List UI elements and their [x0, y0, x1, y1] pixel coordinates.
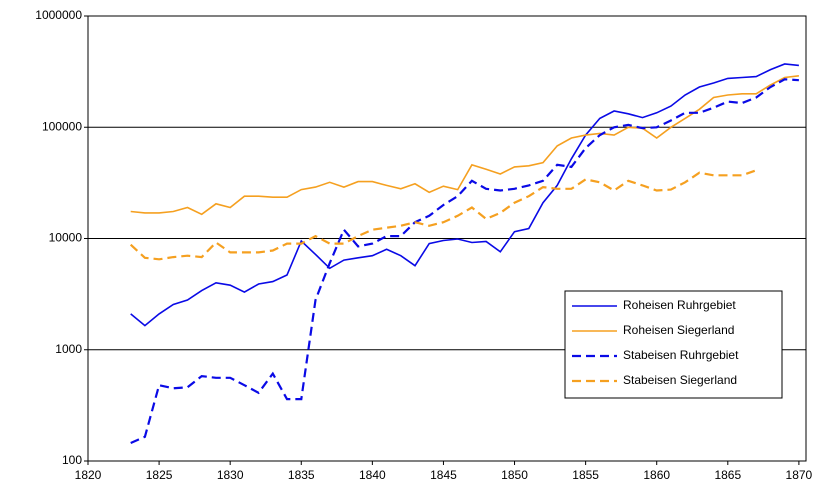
- series-line: [130, 75, 799, 216]
- x-tick-label: 1865: [714, 468, 741, 482]
- y-tick-label: 10000: [49, 231, 83, 245]
- x-tick-label: 1845: [430, 468, 457, 482]
- legend-label: Stabeisen Ruhrgebiet: [623, 348, 739, 362]
- y-tick-label: 100: [62, 453, 82, 467]
- plot-frame: [87, 15, 807, 462]
- y-tick-label: 1000: [55, 342, 82, 356]
- legend: Roheisen Ruhrgebiet Roheisen Siegerland St…: [564, 290, 783, 399]
- x-tick-label: 1835: [288, 468, 315, 482]
- series-line: [130, 63, 799, 327]
- x-tick-label: 1850: [501, 468, 528, 482]
- x-tick-label: 1820: [75, 468, 102, 482]
- x-tick-label: 1855: [572, 468, 599, 482]
- y-tick-label: 1000000: [35, 8, 82, 22]
- series-line: [130, 78, 799, 445]
- x-tick-label: 1830: [217, 468, 244, 482]
- legend-label: Roheisen Ruhrgebiet: [623, 298, 736, 312]
- x-tick-label: 1825: [146, 468, 173, 482]
- y-tick-label: 100000: [42, 119, 82, 133]
- x-tick-label: 1860: [643, 468, 670, 482]
- x-tick-label: 1840: [359, 468, 386, 482]
- series-line: [129, 169, 757, 261]
- legend-label: Stabeisen Siegerland: [623, 373, 737, 387]
- legend-label: Roheisen Siegerland: [623, 323, 734, 337]
- x-tick-label: 1870: [786, 468, 813, 482]
